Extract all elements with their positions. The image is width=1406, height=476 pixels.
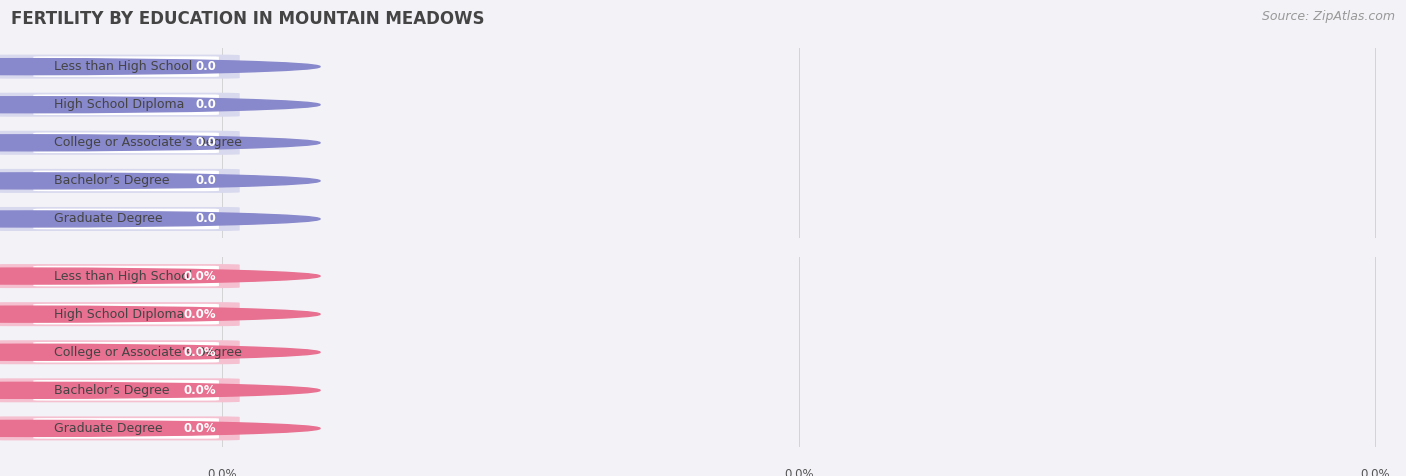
Text: High School Diploma: High School Diploma	[53, 98, 184, 111]
Circle shape	[0, 382, 321, 398]
Circle shape	[0, 97, 321, 113]
Text: 0.0%: 0.0%	[207, 468, 236, 476]
Circle shape	[0, 420, 321, 436]
FancyBboxPatch shape	[34, 56, 219, 77]
Text: Less than High School: Less than High School	[53, 60, 193, 73]
Text: College or Associate’s Degree: College or Associate’s Degree	[53, 346, 242, 359]
Text: College or Associate’s Degree: College or Associate’s Degree	[53, 136, 242, 149]
Text: 0.0%: 0.0%	[184, 346, 217, 359]
FancyBboxPatch shape	[34, 418, 219, 439]
Text: Less than High School: Less than High School	[53, 269, 193, 283]
Text: 0.0%: 0.0%	[184, 384, 217, 397]
Text: 0.0%: 0.0%	[184, 307, 217, 321]
Circle shape	[0, 173, 321, 189]
Circle shape	[0, 306, 321, 322]
Text: 0.0: 0.0	[195, 174, 217, 188]
FancyBboxPatch shape	[0, 378, 239, 402]
FancyBboxPatch shape	[34, 266, 219, 287]
Text: High School Diploma: High School Diploma	[53, 307, 184, 321]
FancyBboxPatch shape	[34, 170, 219, 191]
Text: Bachelor’s Degree: Bachelor’s Degree	[53, 384, 170, 397]
FancyBboxPatch shape	[0, 340, 239, 364]
Text: 0.0%: 0.0%	[184, 269, 217, 283]
FancyBboxPatch shape	[34, 380, 219, 401]
Text: FERTILITY BY EDUCATION IN MOUNTAIN MEADOWS: FERTILITY BY EDUCATION IN MOUNTAIN MEADO…	[11, 10, 485, 28]
Text: Bachelor’s Degree: Bachelor’s Degree	[53, 174, 170, 188]
FancyBboxPatch shape	[34, 342, 219, 363]
Text: 0.0: 0.0	[195, 212, 217, 226]
Circle shape	[0, 268, 321, 284]
Circle shape	[0, 135, 321, 151]
Text: 0.0: 0.0	[195, 136, 217, 149]
Text: 0.0: 0.0	[195, 60, 217, 73]
FancyBboxPatch shape	[34, 132, 219, 153]
FancyBboxPatch shape	[0, 131, 239, 155]
Text: Graduate Degree: Graduate Degree	[53, 212, 163, 226]
FancyBboxPatch shape	[0, 169, 239, 193]
Text: 0.0: 0.0	[212, 259, 231, 272]
FancyBboxPatch shape	[34, 94, 219, 115]
FancyBboxPatch shape	[0, 207, 239, 231]
FancyBboxPatch shape	[0, 416, 239, 440]
Circle shape	[0, 211, 321, 227]
FancyBboxPatch shape	[34, 208, 219, 229]
Text: 0.0%: 0.0%	[1361, 468, 1391, 476]
FancyBboxPatch shape	[0, 302, 239, 326]
Text: 0.0%: 0.0%	[184, 422, 217, 435]
Text: Source: ZipAtlas.com: Source: ZipAtlas.com	[1261, 10, 1395, 22]
FancyBboxPatch shape	[0, 264, 239, 288]
Text: 0.0: 0.0	[195, 98, 217, 111]
Circle shape	[0, 344, 321, 360]
FancyBboxPatch shape	[0, 55, 239, 79]
Text: Graduate Degree: Graduate Degree	[53, 422, 163, 435]
FancyBboxPatch shape	[34, 304, 219, 325]
Text: 0.0: 0.0	[790, 259, 808, 272]
Text: 0.0: 0.0	[1367, 259, 1385, 272]
Circle shape	[0, 59, 321, 75]
FancyBboxPatch shape	[0, 93, 239, 117]
Text: 0.0%: 0.0%	[785, 468, 814, 476]
